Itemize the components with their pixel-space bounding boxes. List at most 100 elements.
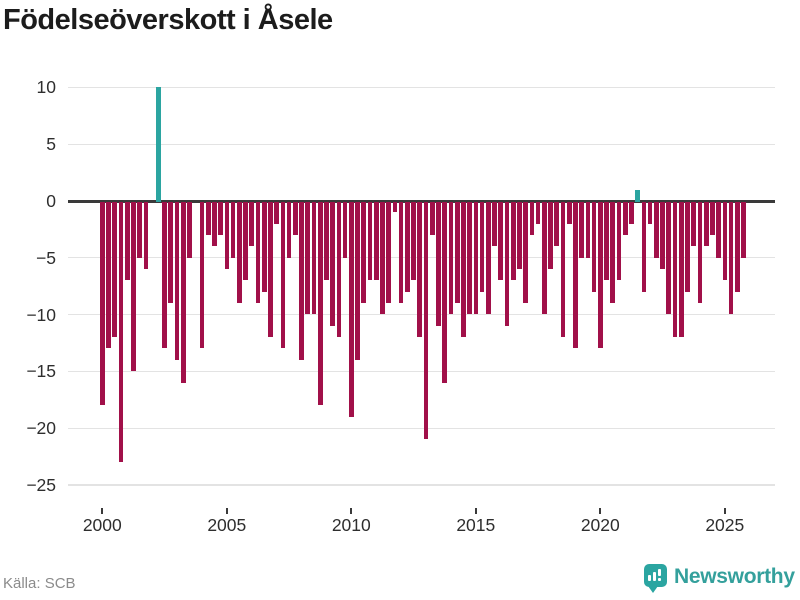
y-tick-label: 5 <box>46 134 56 155</box>
bar <box>548 202 553 269</box>
gridline <box>68 86 775 89</box>
bar <box>255 202 261 304</box>
gridline <box>68 427 775 429</box>
bar <box>336 202 342 338</box>
bar <box>168 202 174 304</box>
bar <box>317 202 323 406</box>
bar <box>124 202 130 281</box>
bar <box>411 202 416 281</box>
bar <box>373 202 379 281</box>
zero-line <box>68 199 775 203</box>
bar <box>398 202 404 304</box>
x-tick-label: 2005 <box>207 515 247 535</box>
bar <box>641 202 647 292</box>
y-tick-label: 0 <box>46 191 56 211</box>
bar <box>510 202 516 281</box>
bar <box>660 202 665 269</box>
bar <box>504 202 510 326</box>
y-tick-label: −20 <box>26 418 56 439</box>
bar <box>610 202 616 304</box>
bar <box>716 202 721 258</box>
bar <box>405 202 410 292</box>
bar <box>685 202 690 292</box>
bar <box>423 202 429 440</box>
chart-title: Födelseöverskott i Åsele <box>3 4 333 36</box>
bar <box>180 202 186 383</box>
bar <box>429 202 435 235</box>
bar <box>299 202 304 360</box>
bar <box>529 202 535 235</box>
bar <box>622 202 628 235</box>
bar <box>710 202 715 235</box>
x-tick-label: 2025 <box>705 515 745 535</box>
bar <box>734 202 740 292</box>
bar <box>517 202 522 269</box>
x-tick-mark <box>474 508 477 514</box>
bar <box>330 202 335 326</box>
bar <box>703 202 709 247</box>
bar <box>604 202 609 281</box>
y-tick-label: 10 <box>36 77 56 98</box>
bar <box>467 202 472 315</box>
gridline <box>68 143 775 145</box>
x-tick-label: 2020 <box>580 515 620 535</box>
bar <box>417 202 423 338</box>
bar <box>485 202 491 315</box>
bar <box>324 202 329 281</box>
bar <box>560 202 566 338</box>
y-tick-label: −10 <box>26 304 56 325</box>
bar <box>461 202 466 338</box>
y-tick-label: −5 <box>36 247 56 268</box>
bar <box>598 202 603 349</box>
x-tick-label: 2015 <box>456 515 496 535</box>
bar <box>118 202 124 463</box>
bar <box>678 202 684 338</box>
bar <box>249 202 255 247</box>
source-label: Källa: SCB <box>3 575 76 592</box>
bar <box>131 202 136 372</box>
y-tick-label: −25 <box>26 475 56 495</box>
bar <box>212 202 217 247</box>
bar <box>361 202 367 304</box>
bar <box>448 202 454 315</box>
bar <box>112 202 118 338</box>
y-tick-label: −15 <box>26 361 56 382</box>
bar <box>286 202 292 258</box>
bar <box>143 202 149 269</box>
bar <box>616 202 622 281</box>
bar <box>541 202 547 315</box>
bar <box>479 202 485 292</box>
x-tick-label: 2010 <box>331 515 371 535</box>
brand-name: Newsworthy <box>674 565 795 588</box>
bar <box>498 202 504 281</box>
bar <box>666 202 672 315</box>
bar <box>647 202 653 224</box>
bar <box>218 202 223 235</box>
bar <box>187 202 192 258</box>
bar <box>380 202 385 315</box>
gridline <box>68 484 775 486</box>
bar <box>566 202 572 224</box>
gridline <box>68 370 775 373</box>
bar <box>106 202 111 349</box>
bar <box>311 202 317 315</box>
bar <box>585 202 591 258</box>
bar <box>436 202 441 326</box>
bar <box>236 202 242 304</box>
bar <box>442 202 448 383</box>
bar <box>591 202 597 292</box>
bar <box>691 202 697 247</box>
bar <box>349 202 354 417</box>
bar <box>654 202 659 258</box>
bar <box>199 202 205 349</box>
x-tick-mark <box>599 508 602 514</box>
x-tick-mark <box>723 508 726 514</box>
bar <box>156 87 161 202</box>
bar <box>554 202 560 247</box>
x-tick-label: 2000 <box>82 515 122 535</box>
bar <box>137 202 143 258</box>
bar <box>261 202 267 292</box>
bar <box>573 202 578 349</box>
bar <box>454 202 460 304</box>
